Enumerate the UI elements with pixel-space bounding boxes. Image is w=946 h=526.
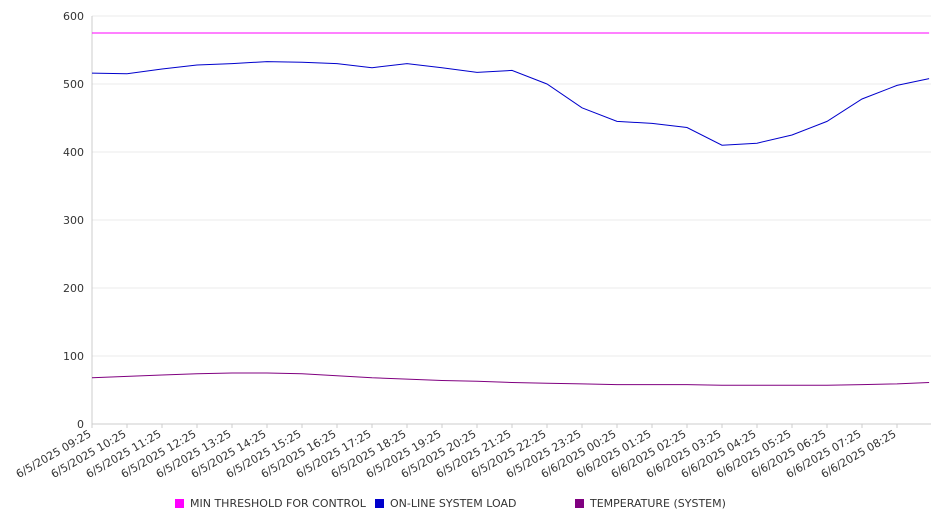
legend-item-temperature: TEMPERATURE (SYSTEM) <box>575 497 726 510</box>
series-line-2 <box>91 372 930 386</box>
legend: MIN THRESHOLD FOR CONTROL ON-LINE SYSTEM… <box>0 497 946 517</box>
legend-swatch-system-load <box>375 499 384 508</box>
y-tick-label: 200 <box>63 282 84 295</box>
y-tick-label: 100 <box>63 350 84 363</box>
series-lines <box>91 32 930 386</box>
y-axis-tick-labels: 0 100 200 300 400 500 600 <box>63 10 84 431</box>
y-tick-label: 400 <box>63 146 84 159</box>
series-line-1 <box>91 61 930 146</box>
y-tick-label: 0 <box>77 418 84 431</box>
legend-label-system-load: ON-LINE SYSTEM LOAD <box>390 497 517 510</box>
legend-label-temperature: TEMPERATURE (SYSTEM) <box>590 497 726 510</box>
legend-item-min-threshold: MIN THRESHOLD FOR CONTROL <box>175 497 366 510</box>
y-tick-label: 500 <box>63 78 84 91</box>
legend-label-min-threshold: MIN THRESHOLD FOR CONTROL <box>190 497 366 510</box>
legend-swatch-temperature <box>575 499 584 508</box>
legend-item-system-load: ON-LINE SYSTEM LOAD <box>375 497 516 510</box>
y-tick-label: 600 <box>63 10 84 23</box>
y-tick-label: 300 <box>63 214 84 227</box>
legend-swatch-min-threshold <box>175 499 184 508</box>
grid-lines <box>92 15 931 357</box>
x-axis-tick-labels: 6/5/2025 09:256/5/2025 10:256/5/2025 11:… <box>14 424 899 481</box>
